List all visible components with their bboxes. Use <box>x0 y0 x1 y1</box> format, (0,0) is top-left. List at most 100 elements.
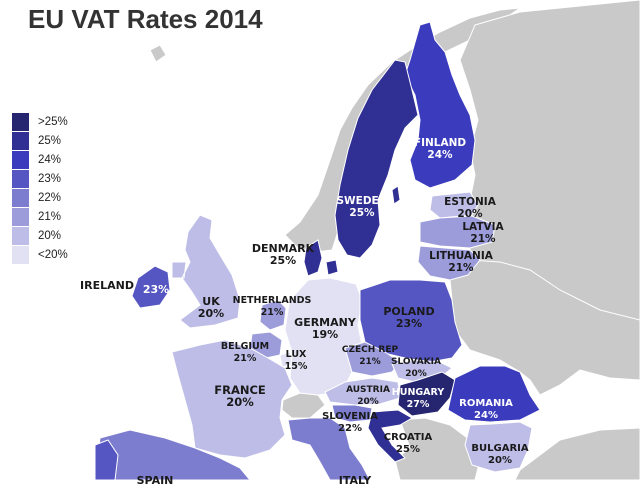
region-croatia <box>367 409 413 463</box>
country-rate: 19% <box>311 328 339 341</box>
country-rate: 25% <box>349 207 375 219</box>
country-name: POLAND <box>383 305 435 318</box>
country-rate: 20% <box>405 369 427 379</box>
label-lithuania: LITHUANIA 21% <box>429 250 493 274</box>
country-rate: 21% <box>448 262 474 274</box>
country-rate: 21% <box>470 233 496 245</box>
country-name: ROMANIA <box>459 398 513 409</box>
legend-label: 25% <box>38 134 62 147</box>
country-name: ITALY <box>338 474 372 487</box>
legend-item: >25% <box>12 112 68 131</box>
region-netherlands <box>259 299 287 331</box>
country-name: NETHERLANDS <box>232 295 312 306</box>
legend-swatch <box>12 226 29 245</box>
label-ireland: IRELAND <box>80 280 134 292</box>
label-croatia: CROATIA 25% <box>384 432 433 456</box>
eu-countries <box>94 21 541 480</box>
country-name: FRANCE <box>214 383 266 397</box>
label-estonia: ESTONIA 20% <box>444 196 496 220</box>
label-slovenia: SLOVENIA 22% <box>322 411 378 435</box>
country-name: AUSTRIA <box>346 385 390 395</box>
label-uk: UK 20% <box>198 296 224 320</box>
country-name: CROATIA <box>383 432 433 443</box>
country-rate: 20% <box>357 397 379 407</box>
country-name: LUX <box>285 349 307 360</box>
legend-item: <20% <box>12 245 68 264</box>
legend-label: 20% <box>38 229 62 242</box>
region-portugal <box>94 439 119 480</box>
country-rate: 25% <box>396 444 420 455</box>
label-spain: SPAIN <box>137 475 174 487</box>
region-ireland <box>131 265 171 309</box>
region-denmark <box>303 239 339 277</box>
legend-label: <20% <box>38 248 68 261</box>
label-austria: AUSTRIA 20% <box>346 384 390 408</box>
region-hungary <box>397 371 456 417</box>
country-name: DENMARK <box>251 242 315 255</box>
country-name: ESTONIA <box>444 196 496 208</box>
region-sweden <box>334 59 419 259</box>
label-italy: ITALY <box>339 475 372 487</box>
legend: >25% 25% 24% 23% 22% 21% 20% <20% <box>12 112 68 264</box>
country-rate: 21% <box>260 307 284 318</box>
legend-swatch <box>12 169 29 188</box>
region-france <box>171 339 293 459</box>
country-rate: 21% <box>359 357 381 367</box>
country-rate: 24% <box>427 149 453 161</box>
legend-item: 23% <box>12 169 68 188</box>
country-rate: 20% <box>488 455 512 466</box>
region-romania <box>447 365 541 423</box>
country-name: CZECH REP <box>341 345 399 355</box>
label-romania: ROMANIA 24% <box>459 398 513 422</box>
region-spain <box>94 429 251 480</box>
country-rate: 25% <box>269 254 297 267</box>
country-rate: 23% <box>395 317 423 330</box>
label-poland: POLAND 23% <box>383 306 434 330</box>
legend-swatch <box>12 131 29 150</box>
country-name: BULGARIA <box>471 443 529 454</box>
country-name: IRELAND <box>80 279 134 292</box>
region-finland <box>404 21 476 189</box>
country-name: LATVIA <box>462 221 504 233</box>
country-name: SLOVAKIA <box>391 357 441 367</box>
legend-item: 20% <box>12 226 68 245</box>
legend-swatch <box>12 150 29 169</box>
legend-swatch <box>12 188 29 207</box>
country-rate: 15% <box>284 361 308 372</box>
label-ireland-rate: 23% <box>143 284 169 296</box>
label-latvia: LATVIA 21% <box>462 221 503 245</box>
region-bulgaria <box>464 421 533 473</box>
region-italy <box>287 417 371 480</box>
region-lithuania <box>417 245 481 281</box>
country-rate: 20% <box>197 307 225 320</box>
legend-label: >25% <box>38 115 68 128</box>
country-rate: 22% <box>338 423 362 434</box>
label-slovakia: SLOVAKIA 20% <box>391 356 441 380</box>
country-rate: 20% <box>457 208 483 220</box>
country-name: HUNGARY <box>391 387 445 398</box>
country-rate: 23% <box>142 283 170 296</box>
label-netherlands: NETHERLANDS 21% <box>233 295 312 319</box>
region-uk <box>171 214 241 329</box>
label-luxembourg: LUX 15% <box>285 349 308 373</box>
country-name: UK <box>202 295 220 308</box>
label-czech: CZECH REP 21% <box>342 344 398 368</box>
legend-swatch <box>12 112 29 131</box>
country-rate: 21% <box>233 353 257 364</box>
country-rate: 27% <box>406 399 430 410</box>
legend-label: 24% <box>38 153 62 166</box>
label-belgium: BELGIUM 21% <box>221 341 269 365</box>
country-name: SWEDEN <box>336 195 388 207</box>
legend-item: 24% <box>12 150 68 169</box>
map-title: EU VAT Rates 2014 <box>28 4 263 34</box>
country-rate: 20% <box>226 395 254 409</box>
region-latvia <box>419 215 496 249</box>
label-bulgaria: BULGARIA 20% <box>471 443 528 467</box>
country-name: SPAIN <box>136 474 174 487</box>
label-finland: FINLAND 24% <box>414 137 466 161</box>
legend-label: 21% <box>38 210 62 223</box>
legend-swatch <box>12 207 29 226</box>
country-rate: 24% <box>474 410 498 421</box>
legend-swatch <box>12 245 29 264</box>
